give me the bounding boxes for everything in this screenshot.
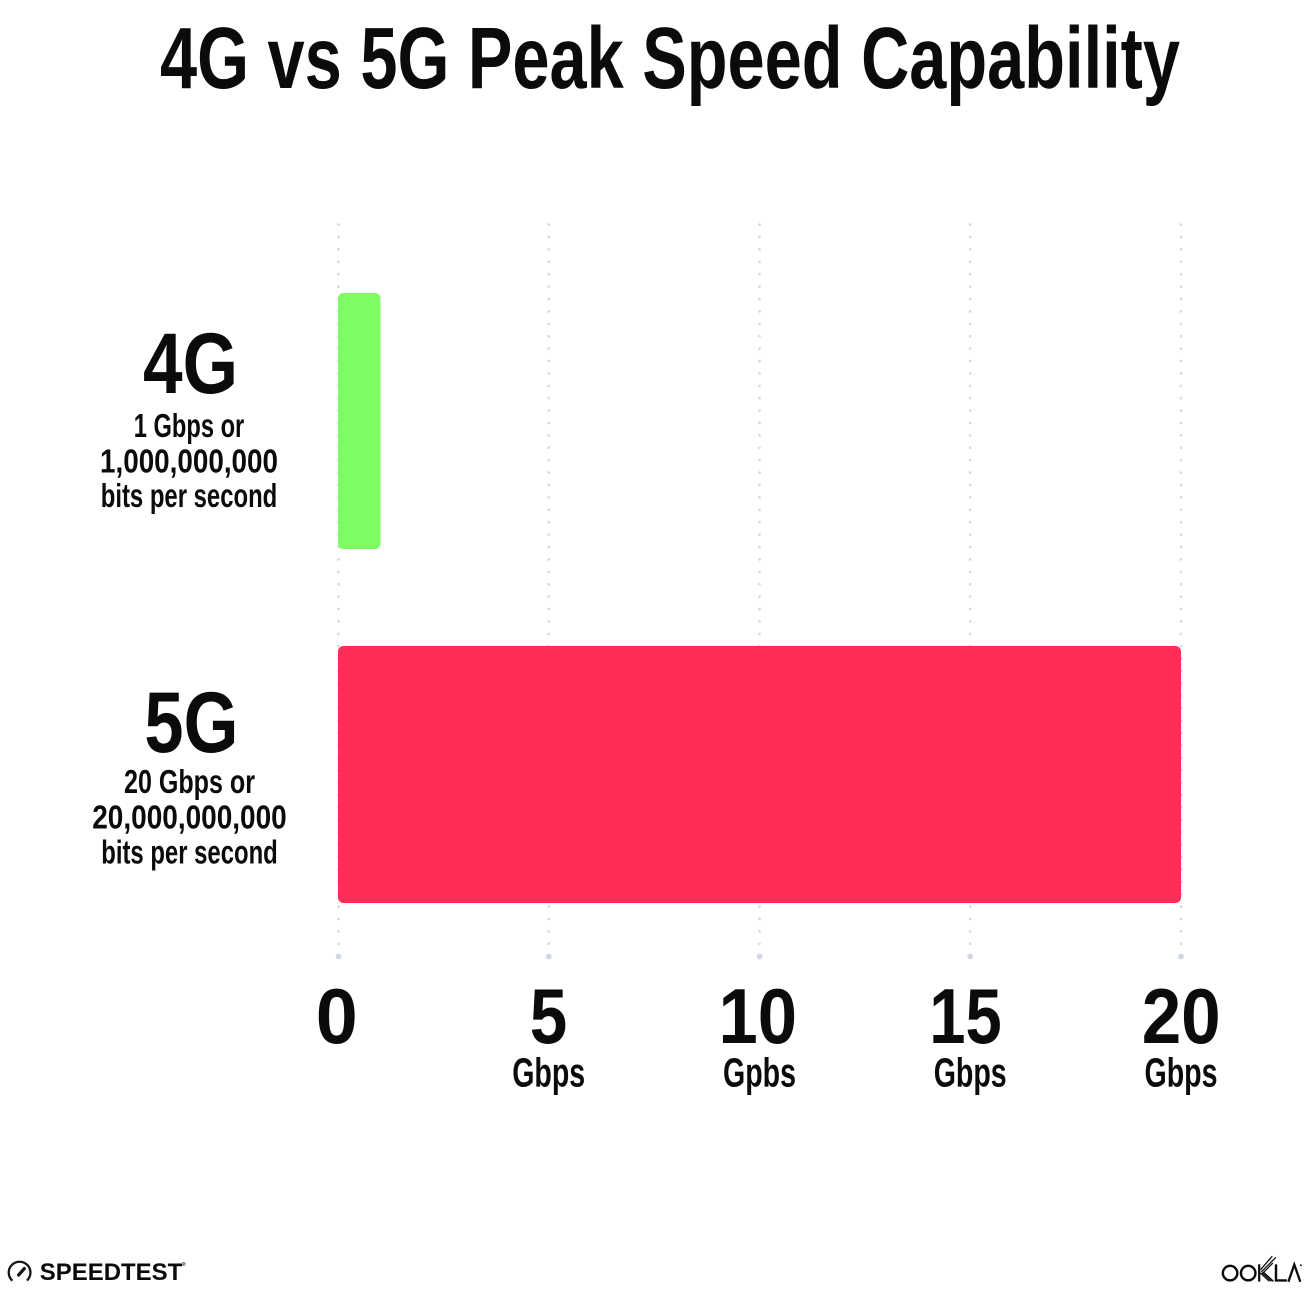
svg-text:Gpbs: Gpbs	[723, 1050, 796, 1096]
svg-text:5G: 5G	[144, 675, 238, 771]
svg-text:20,000,000,000: 20,000,000,000	[92, 800, 287, 837]
svg-text:®: ®	[182, 1261, 186, 1268]
svg-text:1,000,000,000: 1,000,000,000	[100, 444, 278, 481]
svg-text:1 Gbps or: 1 Gbps or	[134, 408, 245, 445]
svg-text:SPEEDTEST: SPEEDTEST	[40, 1259, 183, 1286]
svg-text:bits per second: bits per second	[101, 478, 278, 515]
svg-text:15: 15	[929, 972, 1002, 1060]
svg-text:20 Gbps or: 20 Gbps or	[124, 764, 255, 801]
svg-text:bits per second: bits per second	[101, 835, 278, 872]
svg-text:Gbps: Gbps	[1145, 1050, 1218, 1096]
svg-text:10: 10	[719, 972, 798, 1060]
svg-text:0: 0	[316, 972, 358, 1060]
svg-text:4G vs 5G Peak Speed Capability: 4G vs 5G Peak Speed Capability	[160, 10, 1180, 107]
svg-text:20: 20	[1142, 972, 1221, 1060]
svg-text:4G: 4G	[143, 316, 238, 412]
svg-text:Gbps: Gbps	[934, 1050, 1007, 1096]
svg-text:5: 5	[530, 972, 568, 1060]
svg-text:Gbps: Gbps	[512, 1050, 585, 1096]
